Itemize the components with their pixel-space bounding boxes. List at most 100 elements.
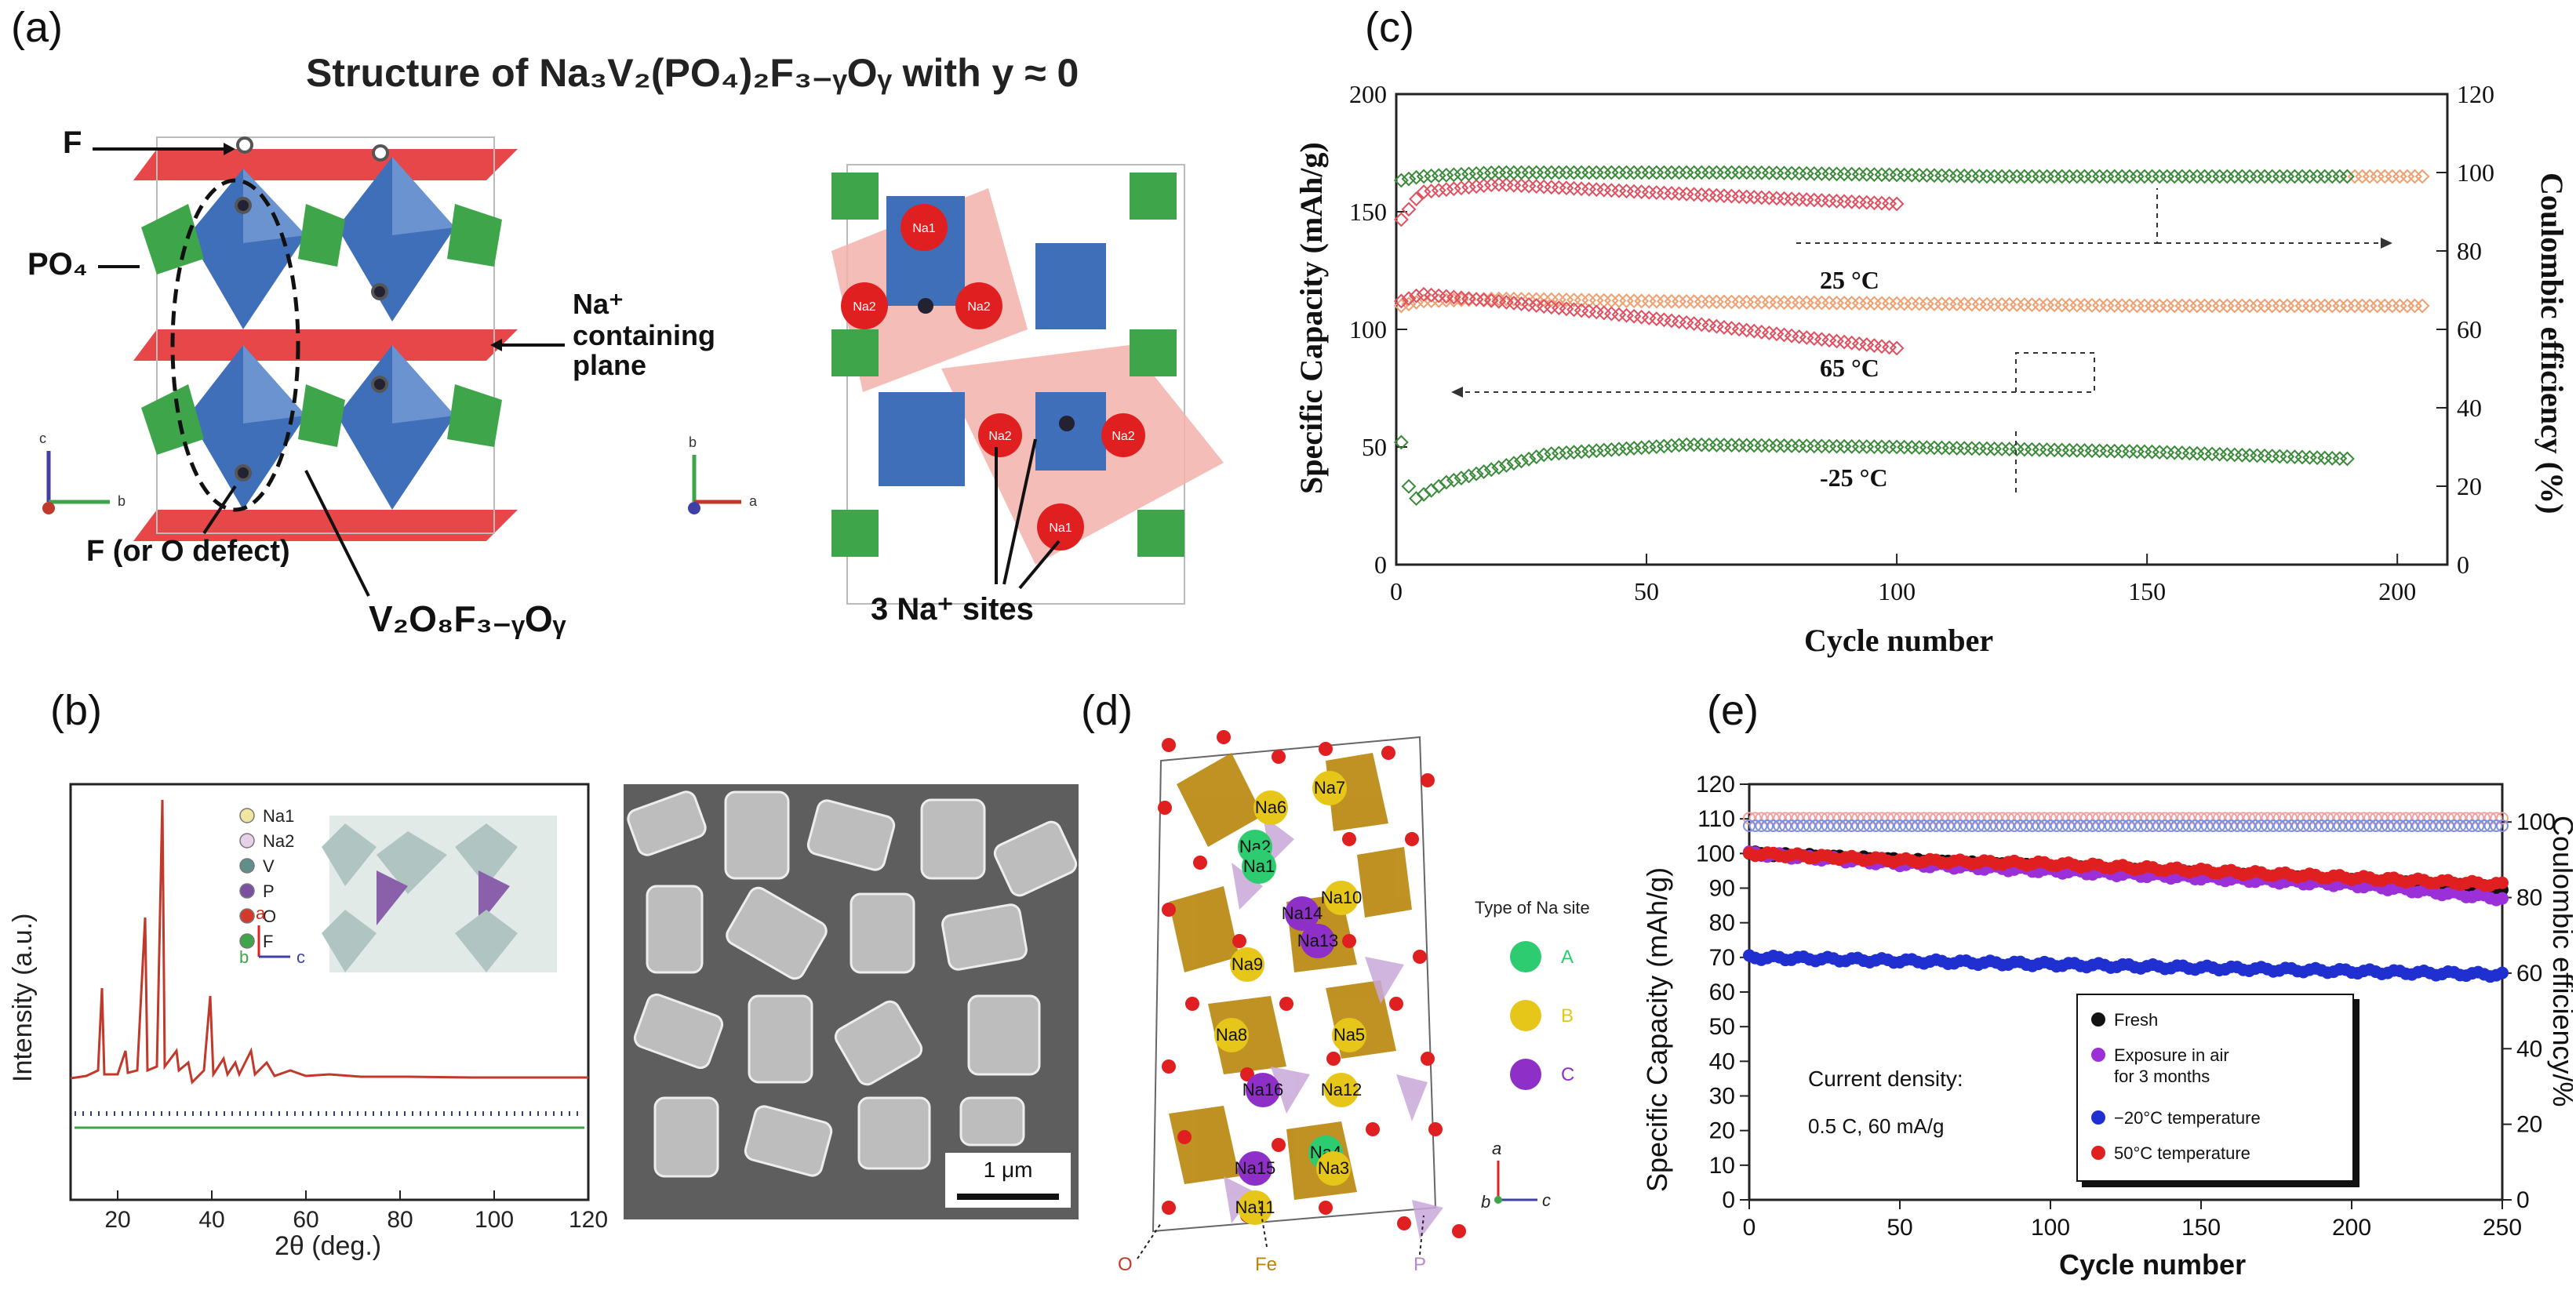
data-point [1611, 442, 1627, 457]
data-point [1761, 819, 1774, 832]
data-point [1863, 812, 1876, 825]
data-point [1851, 812, 1865, 825]
data-point [2158, 819, 2171, 832]
series-2 [1393, 434, 2355, 506]
chart-c-guide-arrows [1459, 188, 2385, 494]
data-point [2357, 812, 2370, 825]
data-point [2472, 819, 2485, 832]
data-point [2170, 819, 2184, 832]
data-point [2146, 819, 2159, 832]
data-point [1461, 180, 1476, 195]
y2-tick-label: 0 [2457, 551, 2469, 579]
data-point [1409, 288, 1424, 303]
data-point [1863, 819, 1876, 832]
legend-label-site-b: B [1561, 1005, 1574, 1027]
data-point [1797, 819, 1810, 832]
data-point [1977, 819, 1991, 832]
data-point [1989, 819, 2003, 832]
data-point [2032, 819, 2045, 832]
data-point [2056, 819, 2069, 832]
data-point [2140, 819, 2153, 832]
scale-bar-box: 1 μm [945, 1153, 1071, 1208]
data-point [1948, 819, 1961, 832]
data-point [2272, 819, 2286, 832]
data-point [2261, 812, 2274, 825]
data-point [1809, 812, 1822, 825]
svg-text:b: b [1481, 1192, 1490, 1212]
data-point [1755, 819, 1768, 832]
data-point [1439, 167, 1454, 183]
data-point [2321, 819, 2334, 832]
legend-marker-na2 [239, 833, 255, 849]
data-point [2351, 812, 2364, 825]
legend-label-f: F [263, 932, 273, 951]
data-point [1506, 456, 1522, 471]
data-point [1454, 180, 1469, 196]
data-point [1899, 819, 1912, 832]
data-point [2092, 819, 2105, 832]
na-site-label: Na8 [1216, 1025, 1247, 1045]
y-tick-label: 110 [1697, 806, 1735, 832]
data-point [2339, 812, 2352, 825]
data-point [2116, 819, 2130, 832]
na-site-label: Na16 [1243, 1080, 1284, 1099]
data-point [1912, 819, 1925, 832]
data-point [1574, 444, 1589, 460]
data-point [2014, 812, 2027, 825]
o-atoms [1158, 730, 1466, 1238]
chart-e-annotation-1: Current density: [1808, 1067, 1963, 1091]
y-tick-label: 100 [1349, 315, 1387, 343]
x-tick-label: 0 [1743, 1215, 1756, 1241]
legend-marker-p [239, 883, 255, 899]
data-point [2290, 819, 2304, 832]
series-4 [1743, 812, 2509, 825]
chart-c-xlabel: Cycle number [1804, 623, 1993, 658]
data-point [2062, 812, 2076, 825]
svg-text:c: c [297, 947, 305, 967]
data-point [1551, 445, 1566, 461]
data-point [2447, 812, 2461, 825]
y-tick-label: 40 [1709, 1048, 1735, 1074]
na-site-na12 [1324, 1073, 1359, 1107]
data-point [1857, 819, 1870, 832]
data-point [2056, 812, 2069, 825]
data-point [1827, 812, 1840, 825]
data-point [1468, 466, 1484, 482]
y-tick-label: 70 [1709, 945, 1735, 971]
na-site-label: Na12 [1321, 1080, 1363, 1099]
xrd-x-tick-label: 40 [198, 1207, 224, 1233]
data-point [1454, 166, 1469, 182]
data-point [2405, 812, 2418, 825]
legend-label-fresh: Fresh [2114, 1010, 2158, 1030]
na-site-label: Na5 [1333, 1025, 1365, 1045]
data-point [1514, 453, 1529, 469]
na-site-na14 [1285, 896, 1319, 931]
data-point [2400, 819, 2413, 832]
data-point [2411, 812, 2425, 825]
d-label-p: P [1414, 1254, 1426, 1275]
data-point [1845, 812, 1858, 825]
data-point [2020, 812, 2033, 825]
na-polyhedra-right [831, 188, 1224, 565]
data-point [2279, 812, 2292, 825]
data-point [2465, 812, 2479, 825]
na-plane-middle [133, 329, 518, 361]
legend-marker-site-b [1510, 1000, 1541, 1031]
data-point [2025, 819, 2039, 832]
data-point [2254, 812, 2268, 825]
x-tick-label: 250 [2483, 1215, 2522, 1241]
po4-right [831, 173, 1184, 557]
data-point [2254, 819, 2268, 832]
data-point [1785, 812, 1798, 825]
data-point [2333, 819, 2346, 832]
chart-c-y2label: Coulombic efficiency (%) [2534, 173, 2570, 514]
data-point [2098, 819, 2112, 832]
data-point [2441, 819, 2454, 832]
data-point [2050, 812, 2063, 825]
y2-tick-label: 80 [2516, 885, 2542, 911]
na-site-na5 [1332, 1018, 1366, 1052]
x-tick-label: 50 [1887, 1215, 1912, 1241]
data-point [1894, 819, 1906, 832]
panel-e-chart: 0 50 100 150 200 2500102030405060708090100110… [1641, 772, 2573, 1281]
data-point [1966, 812, 1979, 825]
